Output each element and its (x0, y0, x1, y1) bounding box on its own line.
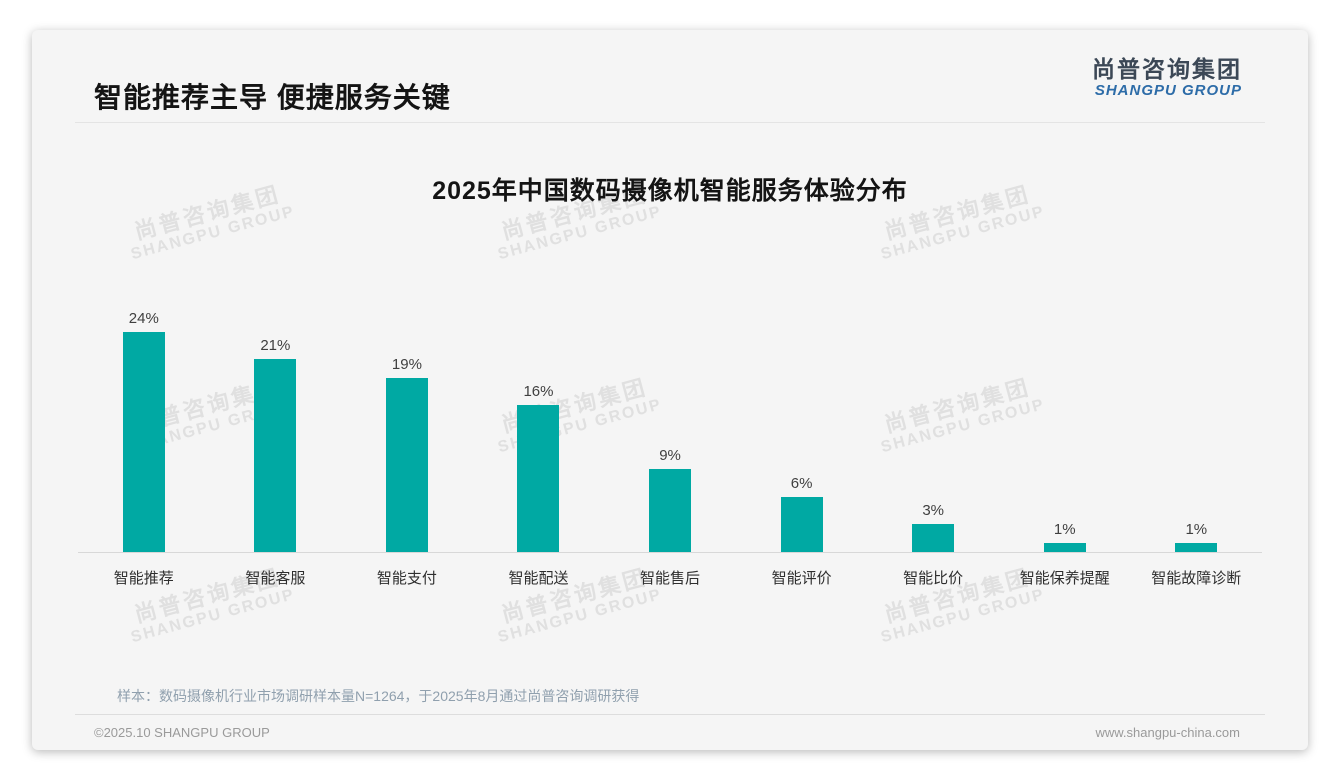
bar-category-label: 智能客服 (245, 570, 306, 587)
plot-area: 24% 21% 19% 16% 9% 6% 3% 1% 1% (78, 310, 1263, 553)
footer-website: www.shangpu-china.com (1095, 725, 1240, 740)
chart-title: 2025年中国数码摄像机智能服务体验分布 (432, 177, 908, 205)
bar (254, 359, 297, 552)
bar-column: 1% (1131, 521, 1263, 552)
bar-column: 21% (210, 337, 342, 552)
bar (122, 332, 165, 552)
bar-value-label: 16% (523, 383, 554, 400)
bar-category-label: 智能比价 (903, 570, 964, 587)
bar-value-label: 3% (922, 502, 944, 519)
footer-divider (75, 714, 1265, 715)
bar-column: 24% (78, 310, 210, 552)
bar-column: 1% (999, 521, 1131, 552)
header-divider (75, 122, 1265, 123)
bar-category-label: 智能配送 (508, 570, 569, 587)
bar (780, 497, 823, 552)
bar-value-label: 21% (260, 337, 291, 354)
logo-chinese-text: 尚普咨询集团 (1092, 56, 1242, 82)
content-layer: 智能推荐主导 便捷服务关键 尚普咨询集团 SHANGPU GROUP 2025年… (32, 30, 1308, 750)
bar-column: 6% (736, 475, 868, 552)
bar (1175, 543, 1218, 552)
bar-category-label: 智能评价 (771, 570, 832, 587)
bar (1043, 543, 1086, 552)
bar-column: 19% (341, 356, 473, 552)
footer-copyright: ©2025.10 SHANGPU GROUP (94, 725, 270, 740)
bar-column: 9% (604, 447, 736, 552)
bar-category-label: 智能保养提醒 (1019, 570, 1110, 587)
bar (912, 524, 955, 552)
bar-category-label: 智能支付 (376, 570, 437, 587)
bar-value-label: 24% (128, 310, 159, 327)
company-logo: 尚普咨询集团 SHANGPU GROUP (1092, 56, 1242, 100)
page-title: 智能推荐主导 便捷服务关键 (94, 82, 451, 113)
bar (385, 378, 428, 552)
bar-value-label: 1% (1185, 521, 1208, 538)
bar (649, 469, 692, 552)
bar-value-label: 6% (790, 475, 813, 492)
bar-value-label: 19% (391, 356, 422, 373)
bar-category-label: 智能推荐 (113, 570, 174, 587)
bar-value-label: 1% (1053, 521, 1076, 538)
category-axis: 智能推荐 智能客服 智能支付 智能配送 智能售后 智能评价 智能比价 智能保养提醒 智能故障诊断 (78, 567, 1262, 588)
bar-category-label: 智能故障诊断 (1151, 570, 1242, 587)
bar-value-label: 9% (659, 447, 681, 464)
bar (517, 405, 560, 552)
sample-note: 样本：数码摄像机行业市场调研样本量N=1264，于2025年8月通过尚普咨询调研… (117, 688, 640, 704)
bar-column: 16% (473, 383, 605, 552)
logo-english-text: SHANGPU GROUP (1094, 82, 1242, 99)
bar-category-label: 智能售后 (640, 570, 701, 587)
bar-column: 3% (867, 502, 999, 552)
footer: ©2025.10 SHANGPU GROUP www.shangpu-china… (94, 725, 1240, 740)
slide-card: 尚普咨询集团 SHANGPU GROUP 尚普咨询集团 SHANGPU GROUP 尚普… (32, 30, 1308, 750)
